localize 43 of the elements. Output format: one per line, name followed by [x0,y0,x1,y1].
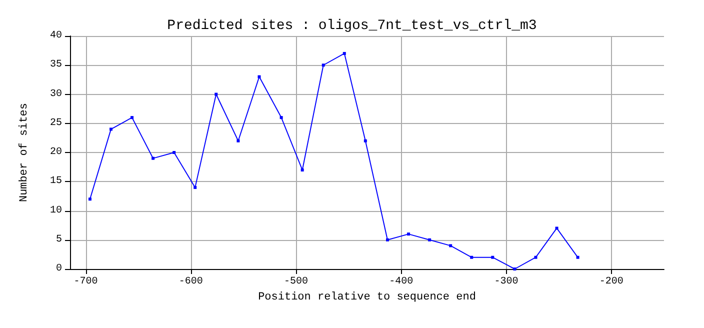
point [470,256,474,259]
point [449,244,452,248]
point [258,75,261,78]
y-tick-label: 40 [50,30,62,42]
point [342,52,346,55]
point [555,226,558,230]
point [407,232,410,236]
x-tick-label: -400 [389,276,414,288]
point [172,151,176,154]
x-tick-label: -300 [494,276,518,288]
chart-title: Predicted sites : oligos_7nt_test_vs_ctrl_m3 [167,18,537,34]
y-tick-label: 35 [50,60,62,71]
y-tick-label: 10 [50,205,62,216]
y-tick-label: 0 [56,264,62,274]
y-axis-title: Number of sites [18,102,30,202]
point [280,116,283,120]
x-tick-label: -500 [284,276,308,288]
point [214,92,218,96]
point [576,256,580,259]
point [236,139,240,142]
point [194,186,197,189]
x-tick-label: -700 [74,276,98,288]
y-tick-label: 5 [56,234,62,246]
y-tick-label: 25 [50,118,62,129]
y-tick-label: 20 [50,147,62,158]
point [110,128,112,131]
x-axis-title: Position relative to sequence end [258,291,476,304]
point [428,238,432,242]
point [88,198,92,201]
point [300,168,304,172]
point [152,156,155,160]
point [130,116,134,120]
point [513,268,516,270]
y-tick-label: 30 [50,88,62,100]
point [322,64,325,67]
point [534,256,538,259]
y-tick-label: 15 [50,176,62,188]
x-tick-label: -600 [178,276,203,288]
x-tick-label: -200 [599,276,624,288]
line-series [88,52,580,270]
point [364,139,367,142]
point [386,238,389,242]
point [491,256,494,259]
